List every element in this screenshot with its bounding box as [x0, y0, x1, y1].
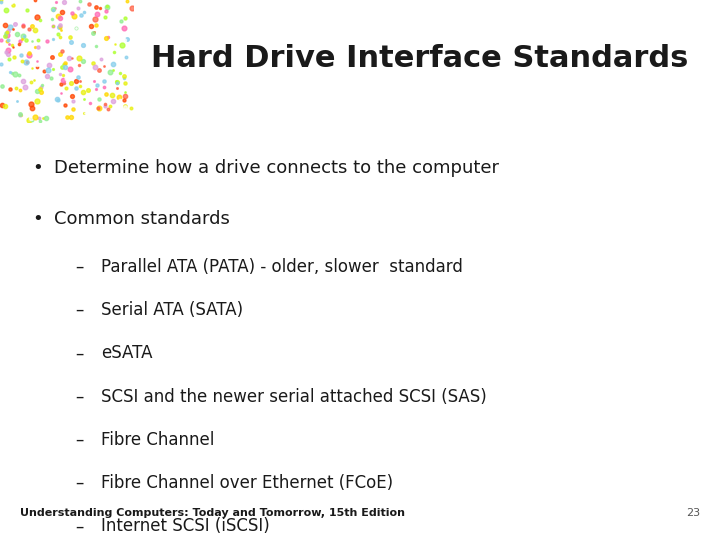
Text: –: –	[76, 517, 84, 535]
Text: SCSI and the newer serial attached SCSI (SAS): SCSI and the newer serial attached SCSI …	[101, 388, 487, 406]
Text: –: –	[76, 388, 84, 406]
Text: eSATA: eSATA	[101, 345, 153, 362]
Text: –: –	[76, 345, 84, 362]
Text: Hard Drive Interface Standards: Hard Drive Interface Standards	[151, 44, 688, 72]
Text: –: –	[76, 301, 84, 319]
Text: Parallel ATA (PATA) - older, slower  standard: Parallel ATA (PATA) - older, slower stan…	[101, 258, 463, 276]
Text: Understanding Computers: Today and Tomorrow, 15th Edition: Understanding Computers: Today and Tomor…	[20, 508, 405, 518]
Text: Common standards: Common standards	[54, 211, 230, 228]
Text: •: •	[32, 159, 43, 177]
Text: –: –	[76, 431, 84, 449]
Text: Fibre Channel: Fibre Channel	[101, 431, 214, 449]
Text: Fibre Channel over Ethernet (FCoE): Fibre Channel over Ethernet (FCoE)	[101, 474, 393, 492]
Text: •: •	[32, 211, 43, 228]
Text: Internet SCSI (iSCSI): Internet SCSI (iSCSI)	[101, 517, 269, 535]
Text: 23: 23	[685, 508, 700, 518]
Text: –: –	[76, 258, 84, 276]
Text: Determine how a drive connects to the computer: Determine how a drive connects to the co…	[54, 159, 499, 177]
Text: –: –	[76, 474, 84, 492]
Text: Serial ATA (SATA): Serial ATA (SATA)	[101, 301, 243, 319]
